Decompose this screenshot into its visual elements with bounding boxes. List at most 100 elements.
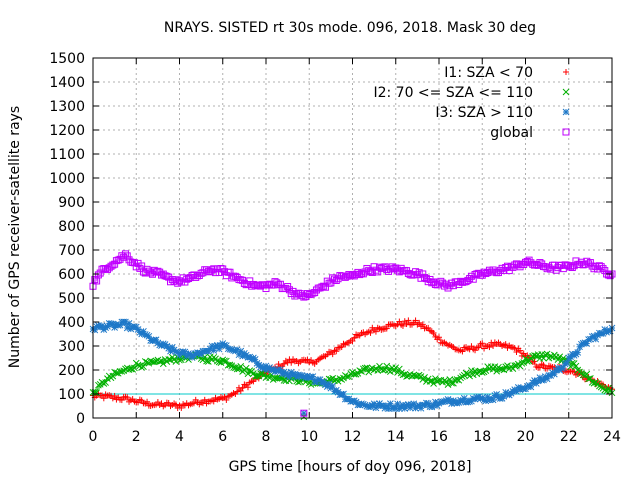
data-point — [104, 323, 111, 330]
legend-marker — [562, 128, 570, 136]
data-point — [309, 373, 317, 380]
x-tick-label: 14 — [387, 429, 405, 445]
data-point — [604, 271, 612, 279]
data-point — [416, 319, 423, 326]
data-point — [466, 372, 473, 380]
data-point — [288, 359, 295, 366]
y-tick-label: 1200 — [49, 123, 85, 139]
legend-label: global — [490, 125, 533, 141]
y-tick-label: 300 — [58, 339, 85, 355]
data-point — [482, 367, 490, 374]
data-point — [606, 272, 614, 280]
data-point — [376, 263, 384, 271]
data-point — [275, 361, 282, 368]
data-point — [345, 271, 353, 279]
data-point — [374, 268, 382, 276]
data-point — [141, 269, 149, 277]
data-point — [210, 398, 217, 405]
data-point — [396, 365, 403, 373]
data-point — [253, 372, 261, 380]
data-point — [96, 269, 104, 277]
data-point — [527, 259, 535, 267]
data-point — [351, 334, 358, 341]
data-point — [473, 270, 481, 278]
data-point — [596, 382, 603, 390]
data-point — [567, 263, 575, 271]
data-point — [170, 277, 178, 285]
data-point — [471, 270, 479, 278]
data-point — [363, 364, 371, 372]
data-point — [285, 286, 293, 294]
data-point — [178, 404, 185, 411]
data-point — [503, 262, 511, 270]
data-point — [479, 340, 486, 347]
data-point — [121, 250, 129, 258]
data-point — [511, 362, 519, 369]
grid — [93, 58, 612, 418]
x-tick-label: 2 — [132, 429, 141, 445]
data-point — [433, 281, 441, 289]
data-point — [426, 378, 434, 385]
data-point — [550, 261, 558, 269]
y-tick-label: 0 — [76, 411, 85, 427]
data-point — [498, 365, 506, 373]
data-point — [298, 292, 306, 300]
data-point — [130, 259, 138, 267]
data-point — [296, 378, 304, 385]
data-point — [111, 260, 119, 268]
data-point — [486, 344, 493, 351]
data-point — [210, 265, 218, 273]
data-point — [172, 401, 179, 408]
data-point — [563, 261, 571, 269]
data-point — [190, 271, 198, 279]
data-point — [161, 272, 169, 280]
data-point — [436, 334, 442, 341]
data-point — [404, 269, 412, 277]
data-point — [464, 276, 472, 284]
data-point — [223, 396, 230, 403]
data-series — [89, 250, 616, 421]
data-point — [531, 358, 538, 365]
data-point — [118, 397, 125, 404]
chart-title: NRAYS. SISTED rt 30s mode. 096, 2018. Ma… — [164, 20, 536, 36]
data-point — [307, 290, 315, 298]
y-tick-label: 1100 — [49, 147, 85, 163]
data-point — [490, 342, 497, 349]
data-point — [541, 263, 549, 271]
data-point — [349, 271, 356, 279]
data-point — [399, 371, 407, 379]
data-point — [475, 269, 483, 277]
data-point — [475, 344, 482, 351]
data-point — [141, 358, 149, 365]
data-point — [419, 270, 427, 278]
data-point — [579, 261, 587, 269]
data-point — [213, 357, 221, 365]
data-point — [417, 274, 425, 282]
data-point — [545, 263, 553, 271]
data-point — [469, 275, 477, 283]
data-point — [459, 348, 466, 355]
data-point — [327, 279, 335, 287]
data-point — [428, 279, 436, 287]
data-point — [540, 362, 547, 369]
data-point — [554, 264, 562, 272]
data-point — [143, 265, 151, 273]
legend-label: I2: 70 <= SZA <= 110 — [373, 85, 533, 101]
data-point — [118, 368, 126, 375]
outlier-point — [300, 409, 308, 417]
data-point — [536, 259, 544, 267]
data-point — [336, 272, 344, 280]
x-tick-label: 16 — [430, 429, 448, 445]
data-point — [340, 390, 347, 398]
data-point — [563, 359, 571, 367]
x-tick-label: 0 — [89, 429, 98, 445]
data-point — [350, 272, 358, 280]
data-point — [522, 355, 529, 362]
data-point — [111, 392, 118, 399]
data-point — [264, 281, 272, 289]
data-point — [286, 373, 293, 381]
data-point — [383, 362, 391, 370]
data-point — [266, 374, 273, 382]
data-point — [124, 394, 131, 401]
data-point — [468, 343, 475, 350]
